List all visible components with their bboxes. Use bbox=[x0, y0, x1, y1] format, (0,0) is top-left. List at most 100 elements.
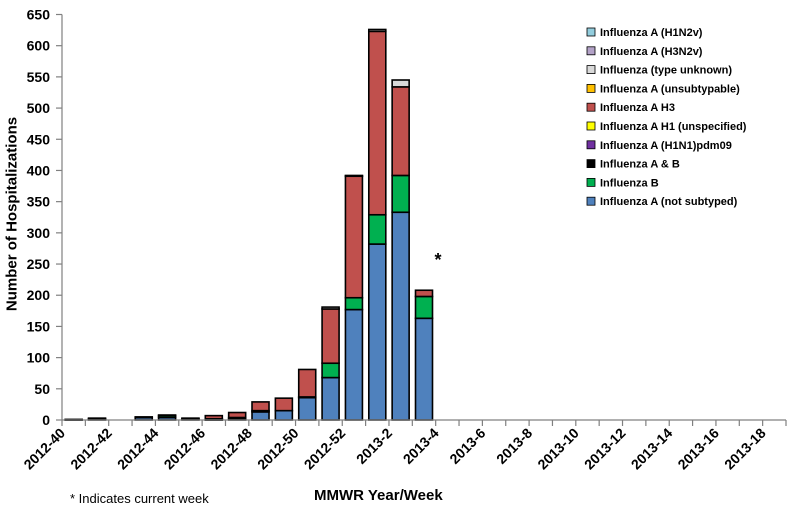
x-axis-title: MMWR Year/Week bbox=[314, 487, 443, 504]
x-tick-label: 2012-46 bbox=[161, 425, 209, 473]
bar-segment bbox=[321, 306, 340, 310]
legend-swatch bbox=[586, 84, 596, 93]
y-tick-label: 0 bbox=[42, 412, 50, 428]
y-axis-title: Number of Hospitalizations bbox=[3, 116, 21, 312]
legend-label: Influenza A (H3N2v) bbox=[600, 46, 703, 58]
y-tick-label: 50 bbox=[34, 381, 50, 397]
legend-swatch bbox=[586, 121, 596, 131]
legend-item: Influenza A (H3N2v) bbox=[586, 46, 703, 58]
bar-segment bbox=[344, 175, 364, 299]
bar-segment bbox=[414, 295, 434, 320]
x-tick-label: 2012-42 bbox=[67, 425, 115, 473]
y-tick-label: 350 bbox=[27, 194, 51, 210]
legend-label: Influenza B bbox=[600, 177, 659, 189]
legend-swatch bbox=[586, 159, 596, 169]
bar-segment bbox=[251, 401, 270, 412]
legend-item: Influenza B bbox=[586, 177, 659, 189]
legend: Influenza A (H1N2v) Influenza A (H3N2v) In… bbox=[586, 27, 747, 208]
x-tick-label: 2012-48 bbox=[207, 425, 255, 473]
bar-segment bbox=[297, 368, 317, 398]
bar-segment bbox=[181, 417, 200, 420]
x-tick-label: 2013-16 bbox=[674, 425, 722, 473]
legend-item: Influenza A (not subtyped) bbox=[586, 196, 738, 208]
legend-label: Influenza A H1 (unspecified) bbox=[600, 121, 747, 133]
bar-segment bbox=[367, 243, 387, 421]
legend-label: Influenza A & B bbox=[600, 159, 680, 171]
bar-segment bbox=[87, 417, 107, 420]
bar-stack-2012-44 bbox=[157, 414, 177, 421]
bar-segment bbox=[367, 30, 387, 216]
bar-segment bbox=[274, 409, 294, 421]
legend-item: Influenza A & B bbox=[586, 159, 680, 171]
legend-item: Influenza (type unknown) bbox=[586, 65, 732, 77]
bar-stack-2012-52 bbox=[344, 174, 364, 421]
bar-stack-2012-50 bbox=[297, 368, 317, 421]
bar-stack-2013-2 bbox=[391, 79, 410, 421]
bar-segment bbox=[344, 296, 364, 311]
bar-stack-2013-1 bbox=[367, 28, 387, 421]
legend-label: Influenza A (not subtyped) bbox=[600, 196, 738, 208]
legend-label: Influenza A H3 bbox=[600, 102, 675, 114]
y-tick-label: 550 bbox=[27, 69, 51, 85]
x-tick-label: 2013-6 bbox=[446, 425, 488, 467]
bar-segment bbox=[204, 414, 224, 420]
bar-segment bbox=[414, 317, 434, 421]
current-week-note: * Indicates current week bbox=[70, 491, 209, 506]
legend-swatch bbox=[586, 102, 596, 112]
bar-segment bbox=[414, 289, 434, 298]
y-tick-label: 450 bbox=[27, 131, 51, 147]
legend-swatch bbox=[586, 196, 596, 206]
bar-stack-2012-48 bbox=[251, 401, 270, 421]
x-tick-label: 2013-10 bbox=[534, 425, 582, 473]
bar-stack-2012-47 bbox=[227, 411, 247, 421]
bar-segment bbox=[391, 174, 410, 214]
legend-swatch bbox=[586, 65, 596, 74]
y-tick-label: 250 bbox=[27, 256, 51, 272]
legend-item: Influenza A H3 bbox=[586, 102, 675, 114]
bar-segment bbox=[367, 213, 387, 245]
legend-label: Influenza A (H1N2v) bbox=[600, 27, 703, 39]
x-tick-label: 2013-8 bbox=[493, 425, 535, 467]
y-tick-label: 400 bbox=[27, 162, 51, 178]
legend-item: Influenza A H1 (unspecified) bbox=[586, 121, 747, 133]
bar-segment bbox=[157, 414, 177, 417]
y-tick-label: 650 bbox=[27, 7, 51, 23]
bar-stack-2012-51 bbox=[321, 306, 340, 421]
bar-segment bbox=[251, 411, 270, 421]
legend-label: Influenza A (unsubtypable) bbox=[600, 83, 740, 95]
y-tick-label: 300 bbox=[27, 225, 51, 241]
x-tick-label: 2012-52 bbox=[301, 425, 349, 473]
legend-item: Influenza A (unsubtypable) bbox=[586, 83, 740, 95]
y-tick-label: 600 bbox=[27, 38, 51, 54]
bar-segment bbox=[227, 411, 247, 419]
x-tick-label: 2013-14 bbox=[628, 425, 676, 473]
bars-group bbox=[64, 28, 434, 421]
bar-segment bbox=[391, 86, 410, 177]
y-tick-label: 200 bbox=[27, 287, 51, 303]
legend-label: Influenza A (H1N1)pdm09 bbox=[600, 140, 732, 152]
legend-swatch bbox=[586, 177, 596, 187]
bar-segment bbox=[321, 362, 340, 379]
x-tick-label: 2012-40 bbox=[20, 425, 68, 473]
bar-segment bbox=[344, 308, 364, 421]
legend-swatch bbox=[586, 140, 596, 150]
x-tick-label: 2013-4 bbox=[400, 425, 442, 467]
x-tick-label: 2013-18 bbox=[721, 425, 769, 473]
bar-segment bbox=[274, 397, 294, 412]
legend-item: Influenza A (H1N1)pdm09 bbox=[586, 140, 732, 152]
bar-segment bbox=[344, 174, 364, 178]
bar-segment bbox=[134, 416, 154, 419]
y-tick-label: 150 bbox=[27, 318, 51, 334]
x-tick-label: 2013-2 bbox=[353, 425, 395, 467]
bar-segment bbox=[367, 28, 387, 33]
x-tick-label: 2012-44 bbox=[114, 425, 162, 473]
legend-swatch bbox=[586, 27, 596, 37]
x-tick-label: 2012-50 bbox=[254, 425, 302, 473]
current-week-asterisk: * bbox=[434, 250, 441, 270]
bar-segment bbox=[321, 376, 340, 421]
bar-stack-2012-49 bbox=[274, 397, 294, 421]
bar-segment bbox=[391, 79, 410, 88]
y-tick-label: 100 bbox=[27, 350, 51, 366]
legend-swatch bbox=[586, 46, 596, 56]
